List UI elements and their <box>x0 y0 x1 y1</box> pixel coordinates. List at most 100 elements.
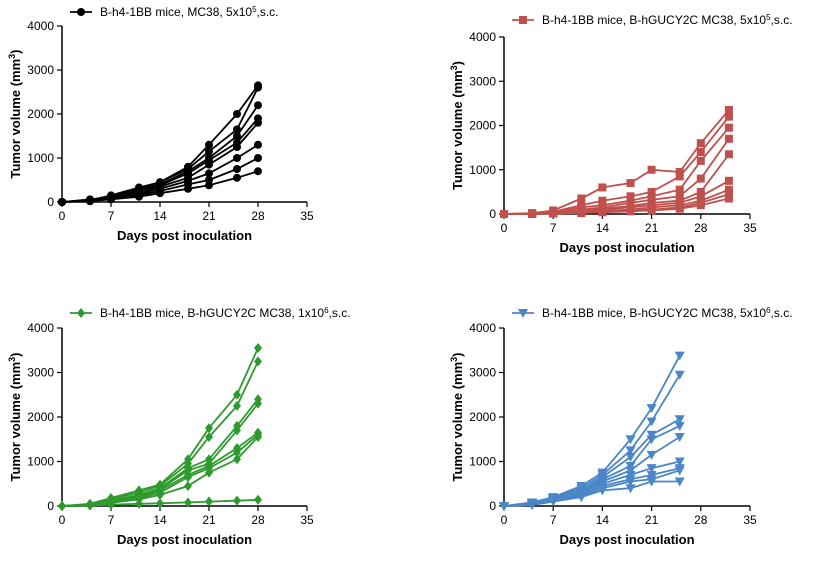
data-point <box>156 489 164 500</box>
legend: B-h4-1BB mice, MC38, 5x105,s.c. <box>70 5 279 19</box>
series-5 <box>499 433 685 511</box>
series-9 <box>499 477 685 511</box>
data-point <box>625 446 636 456</box>
data-point <box>205 169 213 178</box>
data-point <box>696 187 705 196</box>
data-point <box>724 134 733 143</box>
data-point <box>107 195 115 204</box>
data-point <box>86 197 94 206</box>
x-tick-label: 0 <box>501 221 508 235</box>
data-point <box>674 457 685 467</box>
data-point <box>696 156 705 165</box>
data-point <box>135 498 143 509</box>
data-point <box>233 165 241 173</box>
legend-marker <box>518 309 528 318</box>
data-point <box>58 501 66 511</box>
data-point <box>647 206 656 215</box>
data-point <box>675 204 684 213</box>
data-point <box>598 183 607 192</box>
data-point <box>527 501 538 511</box>
data-point <box>724 106 733 115</box>
data-point <box>205 496 213 507</box>
data-point <box>674 415 685 425</box>
y-tick-label: 1000 <box>469 163 496 177</box>
x-tick-label: 35 <box>300 209 314 223</box>
data-point <box>233 447 241 458</box>
data-point <box>674 433 685 443</box>
data-point <box>646 477 657 487</box>
chart-panel-1: 0 7 14 21 28 35 0 1000 2000 3000 4000 Days post ino… <box>7 5 314 244</box>
data-point <box>549 209 558 218</box>
data-point <box>233 173 241 182</box>
data-point <box>646 404 657 414</box>
y-tick-label: 0 <box>47 195 54 209</box>
data-point <box>254 140 262 149</box>
x-tick-label: 35 <box>743 221 757 235</box>
y-tick-label: 3000 <box>27 63 54 77</box>
data-point <box>626 179 635 188</box>
data-point <box>205 147 213 156</box>
data-point <box>724 194 733 203</box>
data-point <box>724 150 733 159</box>
y-tick-label: 0 <box>47 499 54 513</box>
data-point <box>205 467 213 478</box>
data-point <box>647 165 656 174</box>
data-point <box>58 198 66 206</box>
legend: B-h4-1BB mice, B-hGUCY2C MC38, 1x106,s.c… <box>70 306 351 321</box>
data-point <box>184 184 192 193</box>
x-tick-label: 35 <box>300 513 314 527</box>
y-tick-label: 4000 <box>27 19 54 33</box>
data-point <box>696 201 705 210</box>
data-point <box>675 185 684 194</box>
data-point <box>184 497 192 508</box>
data-point <box>205 140 213 149</box>
data-point <box>625 435 636 445</box>
x-tick-label: 28 <box>694 513 708 527</box>
data-point <box>647 187 656 196</box>
x-tick-label: 14 <box>596 221 610 235</box>
data-point <box>598 196 607 205</box>
y-tick-label: 3000 <box>469 74 496 88</box>
y-axis-title: Tumor volume (mm3) <box>449 61 465 190</box>
data-point <box>724 185 733 194</box>
data-point <box>205 181 213 190</box>
x-tick-label: 14 <box>596 513 610 527</box>
y-tick-label: 4000 <box>27 321 54 335</box>
legend-label: B-h4-1BB mice, B-hGUCY2C MC38, 1x106,s.c… <box>100 306 351 321</box>
legend-marker <box>77 308 85 318</box>
data-point <box>696 192 705 201</box>
data-point <box>625 453 636 463</box>
y-tick-label: 0 <box>489 207 496 221</box>
x-tick-label: 14 <box>153 513 167 527</box>
data-point <box>696 139 705 148</box>
y-tick-label: 1000 <box>469 455 496 469</box>
legend: B-h4-1BB mice, B-hGUCY2C MC38, 5x106,s.c… <box>512 306 793 320</box>
data-point <box>625 484 636 494</box>
x-tick-label: 7 <box>108 209 115 223</box>
y-tick-label: 2000 <box>27 107 54 121</box>
data-point <box>675 167 684 176</box>
data-point <box>724 112 733 121</box>
data-point <box>626 192 635 201</box>
data-point <box>254 154 262 162</box>
data-point <box>577 194 586 203</box>
data-point <box>254 432 262 443</box>
data-point <box>577 209 586 218</box>
data-point <box>233 125 241 134</box>
y-tick-label: 4000 <box>469 30 496 44</box>
series-line <box>503 480 680 507</box>
data-point <box>696 148 705 157</box>
x-axis-title: Days post inoculation <box>559 240 694 255</box>
data-point <box>135 192 143 201</box>
x-tick-label: 7 <box>550 221 557 235</box>
x-axis-title: Days post inoculation <box>117 228 252 243</box>
series-3 <box>499 415 685 511</box>
data-point <box>499 502 509 511</box>
data-point <box>156 189 164 198</box>
data-point <box>597 486 608 496</box>
x-tick-label: 14 <box>153 209 167 223</box>
y-axis-title: Tumor volume (mm3) <box>7 49 23 178</box>
data-point <box>576 493 587 503</box>
legend-marker <box>77 8 85 16</box>
